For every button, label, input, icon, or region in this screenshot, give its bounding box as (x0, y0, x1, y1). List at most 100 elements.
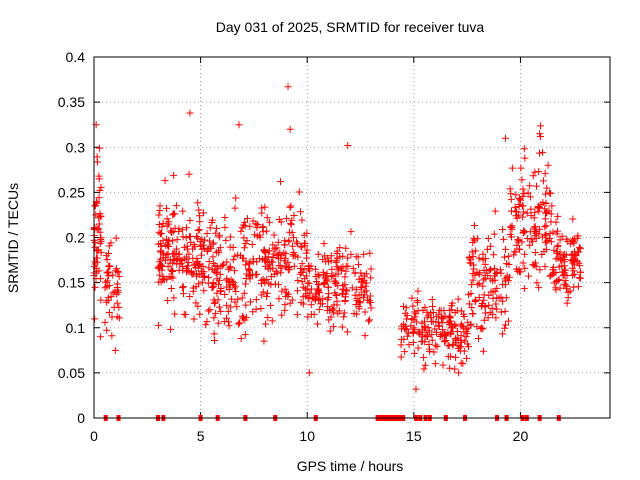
data-point (155, 278, 163, 286)
data-point (511, 203, 519, 211)
data-point (265, 279, 273, 287)
data-point (262, 320, 270, 328)
data-point (195, 212, 203, 220)
data-point (223, 276, 231, 284)
data-point (232, 288, 240, 296)
data-point (519, 185, 527, 193)
data-point (286, 125, 294, 133)
data-point (321, 252, 329, 260)
data-point (334, 310, 342, 318)
data-point (229, 256, 237, 264)
data-point (192, 232, 200, 240)
data-point (179, 207, 187, 215)
data-point (329, 271, 337, 279)
data-point (324, 283, 332, 291)
data-point (175, 250, 183, 258)
data-point (186, 293, 194, 301)
data-point (290, 211, 298, 219)
data-point (289, 242, 297, 250)
data-point (455, 369, 463, 377)
data-point (93, 153, 101, 161)
data-point (513, 214, 521, 222)
data-point (297, 269, 305, 277)
data-point (286, 203, 294, 211)
data-point (301, 285, 309, 293)
data-point (540, 205, 548, 213)
data-point (552, 286, 560, 294)
data-point (554, 254, 562, 262)
data-point (558, 232, 566, 240)
data-point (529, 261, 537, 269)
data-point (159, 276, 167, 284)
data-point (203, 247, 211, 255)
data-point (217, 287, 225, 295)
data-point (103, 326, 111, 334)
data-point (426, 347, 434, 355)
data-point (538, 233, 546, 241)
data-point (533, 182, 541, 190)
data-point (281, 301, 289, 309)
data-point (259, 223, 267, 231)
data-point (305, 279, 313, 287)
data-point (414, 344, 422, 352)
data-point (342, 267, 350, 275)
data-point (515, 211, 523, 219)
data-point (478, 303, 486, 311)
data-point (169, 267, 177, 275)
data-point (195, 261, 203, 269)
data-point (341, 273, 349, 281)
data-point (343, 328, 351, 336)
data-point (431, 325, 439, 333)
data-point (449, 340, 457, 348)
data-point (307, 310, 315, 318)
data-point (505, 252, 513, 260)
data-point (497, 308, 505, 316)
data-point (404, 332, 412, 340)
data-point (163, 215, 171, 223)
data-point (267, 273, 275, 281)
data-point (213, 289, 221, 297)
data-point (347, 228, 355, 236)
data-point (209, 283, 217, 291)
data-point (172, 245, 180, 253)
data-point (226, 233, 234, 241)
data-point (237, 334, 245, 342)
data-point (305, 369, 313, 377)
data-point (223, 301, 231, 309)
data-point (418, 337, 426, 345)
data-point (267, 302, 275, 310)
data-point (265, 218, 273, 226)
data-point (472, 296, 480, 304)
data-point (563, 285, 571, 293)
data-point (229, 279, 237, 287)
data-point (503, 273, 511, 281)
data-point (515, 245, 523, 253)
data-point (258, 291, 266, 299)
data-point (539, 198, 547, 206)
data-point (412, 310, 420, 318)
data-point (239, 314, 247, 322)
data-point (298, 216, 306, 224)
data-point (208, 265, 216, 273)
data-point (186, 109, 194, 117)
y-tick-label: 0.05 (58, 365, 85, 381)
data-point (425, 327, 433, 335)
data-point (177, 260, 185, 268)
data-point (238, 224, 246, 232)
data-point (508, 222, 516, 230)
data-point (306, 289, 314, 297)
data-point (473, 268, 481, 276)
data-point (161, 177, 169, 185)
data-point (92, 211, 100, 219)
data-point (499, 297, 507, 305)
data-point (198, 267, 206, 275)
data-point (284, 258, 292, 266)
data-point (239, 254, 247, 262)
data-point (449, 328, 457, 336)
data-point (101, 318, 109, 326)
data-point (504, 317, 512, 325)
data-point (510, 248, 518, 256)
data-point (167, 325, 175, 333)
data-point (446, 364, 454, 372)
data-point (115, 272, 123, 280)
